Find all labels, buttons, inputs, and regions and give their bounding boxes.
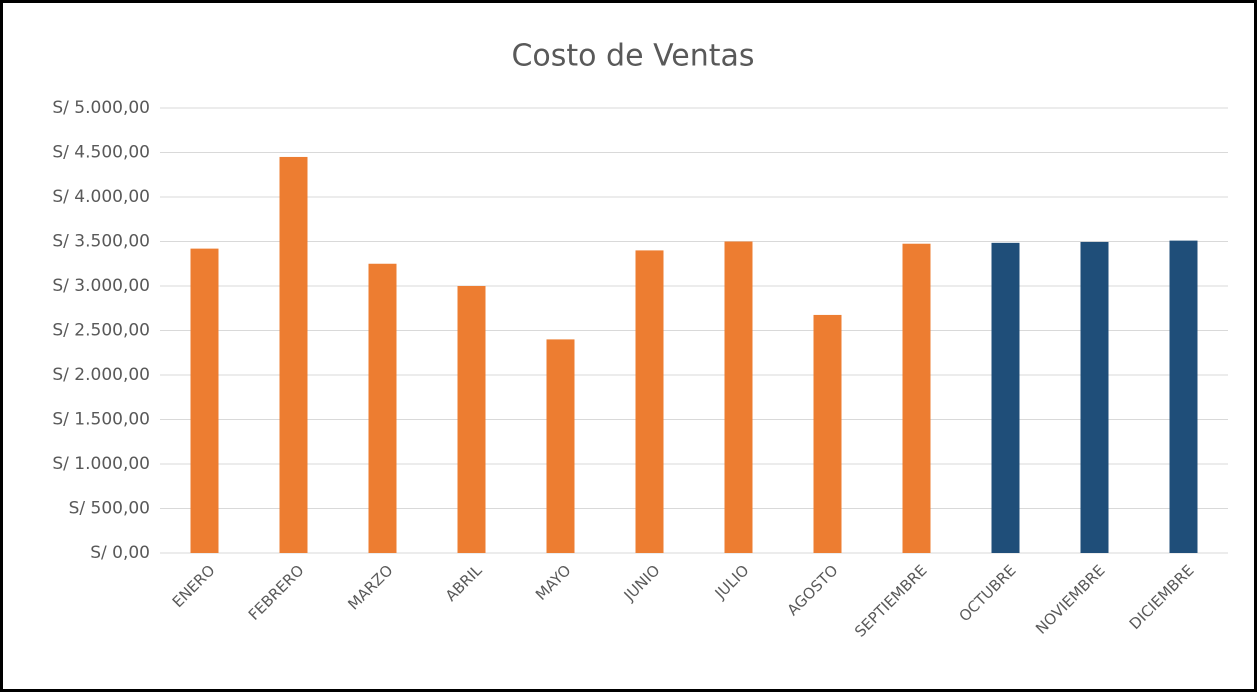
chart-title: Costo de Ventas <box>511 39 754 74</box>
y-tick-label: S/ 2.500,00 <box>52 321 150 341</box>
y-tick-label: S/ 4.000,00 <box>52 187 150 207</box>
bar <box>546 339 575 553</box>
bar <box>368 263 397 553</box>
bar <box>279 156 308 553</box>
y-tick-label: S/ 1.500,00 <box>52 410 150 430</box>
bar <box>724 241 753 553</box>
bar <box>991 242 1020 553</box>
y-tick-label: S/ 5.000,00 <box>52 98 150 118</box>
bar <box>635 250 664 553</box>
bar <box>813 314 842 553</box>
y-tick-label: S/ 500,00 <box>69 499 150 519</box>
bar <box>1169 240 1198 554</box>
y-tick-label: S/ 1.000,00 <box>52 454 150 474</box>
y-tick-label: S/ 2.000,00 <box>52 365 150 385</box>
y-tick-label: S/ 3.500,00 <box>52 232 150 252</box>
bar <box>457 286 486 553</box>
y-tick-label: S/ 3.000,00 <box>52 276 150 296</box>
bar <box>190 248 219 553</box>
bar <box>1080 241 1109 553</box>
y-tick-label: S/ 4.500,00 <box>52 143 150 163</box>
bar <box>902 243 931 553</box>
y-tick-label: S/ 0,00 <box>90 543 150 563</box>
